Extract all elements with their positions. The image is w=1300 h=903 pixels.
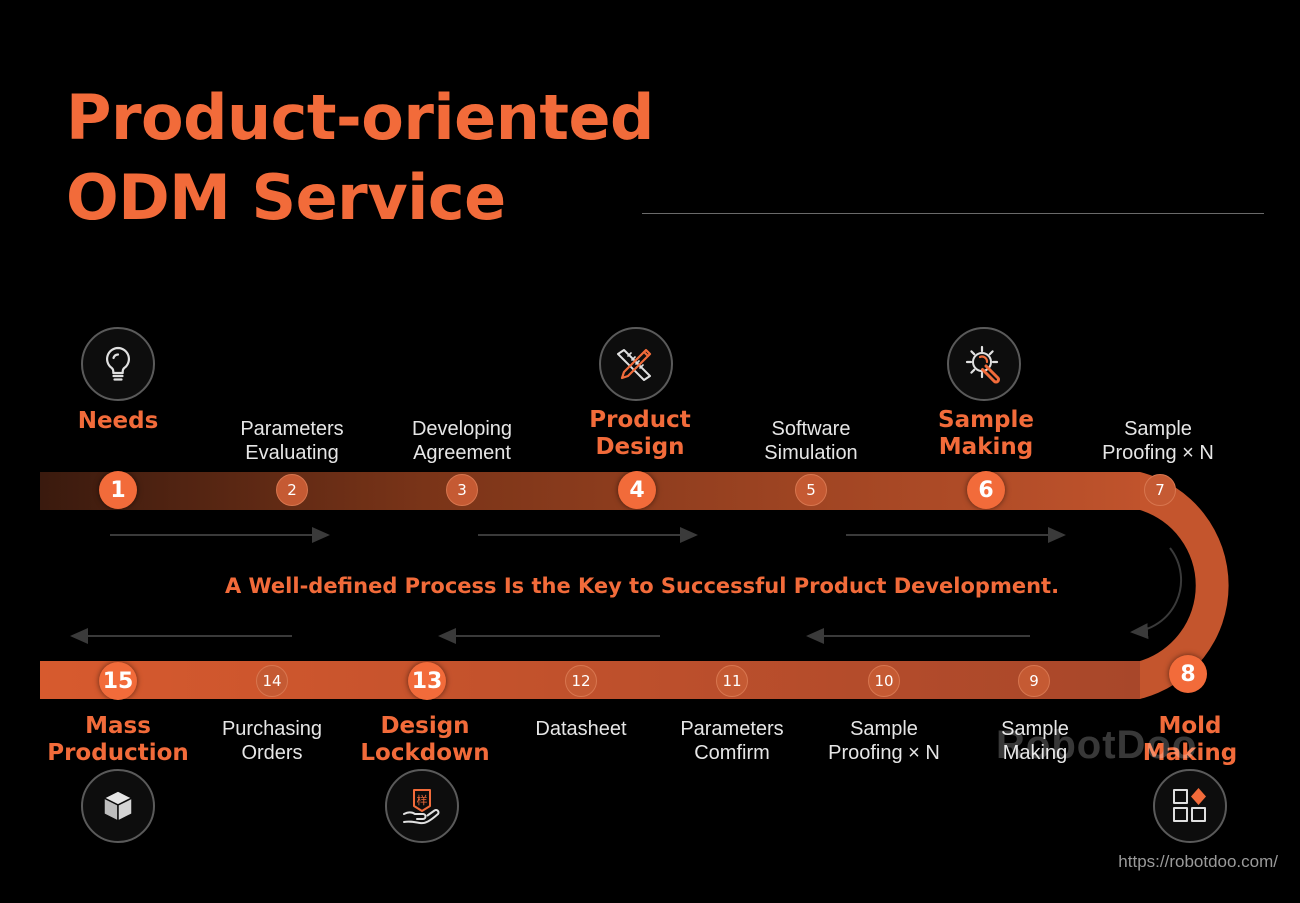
step-label-14-line-1: Purchasing <box>221 718 323 740</box>
step-label-12-line-1: Datasheet <box>535 718 627 740</box>
step-label-10-line-1: Sample <box>850 718 918 740</box>
seal-character: 样 <box>417 793 428 807</box>
step-label-4: Product Design <box>589 407 690 461</box>
step-marker-2: 2 <box>276 474 308 506</box>
step-label-7: Sample Proofing × N <box>1102 417 1214 465</box>
step-label-3-line-1: Developing <box>411 418 513 440</box>
step-label-9-line-1: Sample <box>1001 718 1069 740</box>
step-label-14: Purchasing Orders <box>222 717 322 765</box>
step-label-7-line-1: Sample <box>1124 418 1192 440</box>
title-divider <box>642 213 1264 214</box>
step-label-8: Mold Making <box>1143 713 1237 767</box>
step-marker-1: 1 <box>99 471 137 509</box>
step-label-12: Datasheet <box>535 717 626 741</box>
step-marker-3: 3 <box>446 474 478 506</box>
step-marker-7: 7 <box>1144 474 1176 506</box>
step-label-2-line-2: Evaluating <box>245 442 339 464</box>
hand-seal-icon: 样 <box>385 769 459 843</box>
source-url: https://robotdoo.com/ <box>1118 852 1278 871</box>
step-marker-11: 11 <box>716 665 748 697</box>
blocks-icon <box>1153 769 1227 843</box>
step-label-3: Developing Agreement <box>412 417 512 465</box>
step-label-13-line-2: Lockdown <box>360 740 490 766</box>
step-marker-5: 5 <box>795 474 827 506</box>
title-line-2: ODM Service <box>66 161 506 234</box>
step-label-5: Software Simulation <box>764 417 857 465</box>
step-label-3-line-2: Agreement <box>413 442 511 464</box>
step-label-7-line-2: Proofing × N <box>1102 442 1214 464</box>
title-line-1: Product-oriented <box>66 81 654 154</box>
step-marker-4: 4 <box>618 471 656 509</box>
step-label-1-line-1: Needs <box>77 408 159 434</box>
step-label-10: Sample Proofing × N <box>828 717 940 765</box>
step-label-4-line-2: Design <box>595 434 685 460</box>
step-label-8-line-1: Mold <box>1158 713 1222 739</box>
step-label-9-line-2: Making <box>1002 742 1068 764</box>
box-icon <box>81 769 155 843</box>
step-label-15-line-2: Production <box>47 740 189 766</box>
step-label-11-line-1: Parameters <box>680 718 784 740</box>
step-label-15-line-1: Mass <box>85 713 151 739</box>
step-label-4-line-1: Product <box>589 407 691 433</box>
track-curve <box>1140 472 1229 699</box>
step-marker-8: 8 <box>1169 655 1207 693</box>
step-label-11-line-2: Comfirm <box>694 742 770 764</box>
track-top-band <box>40 472 1140 510</box>
gear-wrench-icon <box>947 327 1021 401</box>
step-label-15: Mass Production <box>47 713 189 767</box>
ruler-pencil-icon <box>599 327 673 401</box>
step-label-2: Parameters Evaluating <box>240 417 343 465</box>
step-label-13: Design Lockdown <box>360 713 489 767</box>
step-label-6-line-1: Sample <box>938 407 1034 433</box>
step-label-6: Sample Making <box>938 407 1034 461</box>
lightbulb-icon <box>81 327 155 401</box>
step-label-14-line-2: Orders <box>241 742 303 764</box>
step-marker-15: 15 <box>99 662 137 700</box>
slogan: A Well-defined Process Is the Key to Suc… <box>224 574 1060 598</box>
step-label-5-line-1: Software <box>771 418 851 440</box>
step-label-6-line-2: Making <box>938 434 1034 460</box>
step-label-9: Sample Making <box>1001 717 1069 765</box>
flow-arrow-curve <box>1130 547 1183 640</box>
step-marker-13: 13 <box>408 662 446 700</box>
step-label-1: Needs <box>78 408 159 435</box>
step-marker-10: 10 <box>868 665 900 697</box>
step-label-13-line-1: Design <box>380 713 470 739</box>
step-label-2-line-1: Parameters <box>240 418 344 440</box>
step-label-10-line-2: Proofing × N <box>828 742 940 764</box>
step-marker-12: 12 <box>565 665 597 697</box>
step-label-8-line-2: Making <box>1142 740 1238 766</box>
step-marker-14: 14 <box>256 665 288 697</box>
step-marker-9: 9 <box>1018 665 1050 697</box>
step-label-5-line-2: Simulation <box>764 442 858 464</box>
step-marker-6: 6 <box>967 471 1005 509</box>
step-label-11: Parameters Comfirm <box>680 717 783 765</box>
page-title: Product-oriented ODM Service <box>66 78 654 238</box>
watermark: RobotDoo <box>996 723 1198 767</box>
